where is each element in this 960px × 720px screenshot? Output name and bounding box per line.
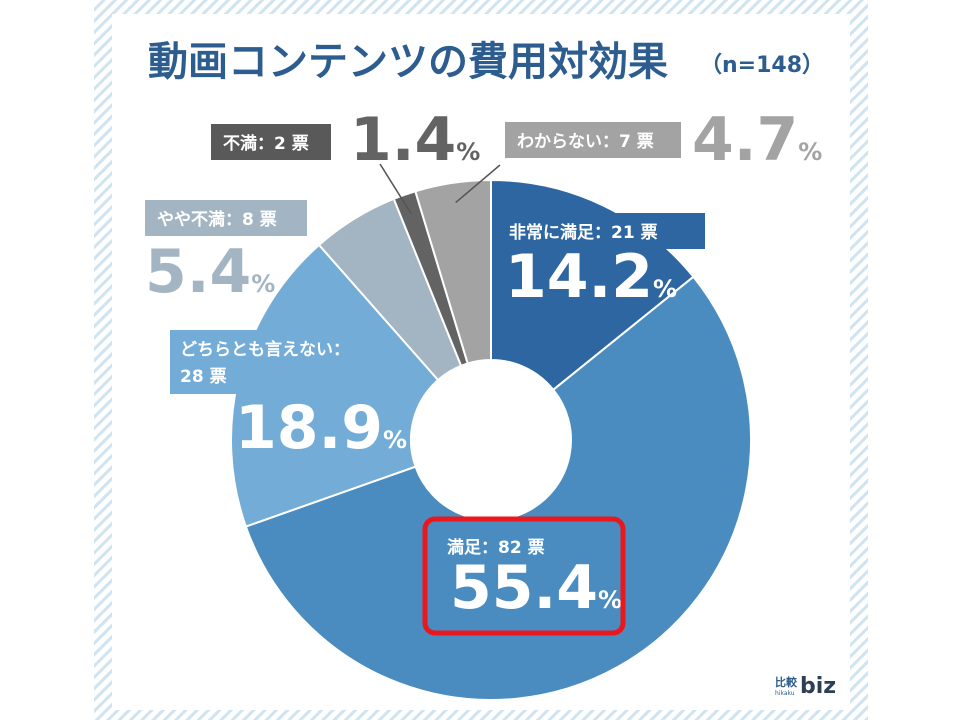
slice-percent-2: 55.4%	[450, 553, 622, 623]
logo: 比較 hikaku biz	[775, 674, 836, 699]
logo-main: biz	[800, 674, 836, 699]
percent-unit: %	[383, 426, 407, 454]
slice-label-6: わからない：7 票	[517, 132, 654, 152]
label-box-3	[170, 330, 392, 394]
percent-unit: %	[456, 138, 480, 166]
percent-unit: %	[653, 275, 677, 303]
slice-label-4: やや不満：8 票	[157, 209, 277, 230]
slice-6	[414, 178, 492, 365]
label-box-1	[497, 213, 705, 249]
slice-label-1: 非常に満足：21 票	[509, 222, 658, 243]
leader-lines	[379, 163, 501, 215]
logo-sub: hikaku	[775, 690, 795, 697]
slice-label-3: どちらとも言えない：	[180, 339, 350, 360]
percent-unit: %	[598, 586, 622, 614]
percent-unit: %	[251, 270, 275, 298]
leader-line-5	[379, 163, 412, 215]
label-box-4	[145, 200, 307, 236]
leader-line-6	[455, 164, 501, 204]
sample-size: （n=148）	[700, 53, 824, 78]
label-box-6	[505, 122, 681, 158]
slice-percent-1: 14.2%	[505, 242, 677, 312]
label-box-5	[211, 124, 331, 160]
slice-label-5: 不満：2 票	[223, 133, 309, 154]
slice-labels: 非常に満足：21 票14.2% 満足：82 票55.4% どちらとも言えない： 28 …	[145, 105, 822, 623]
logo-kanji: 比較	[775, 675, 798, 689]
chart-title: 動画コンテンツの費用対効果	[148, 39, 668, 85]
percent-unit: %	[798, 138, 822, 166]
slice-percent-3: 18.9%	[235, 393, 407, 463]
slice-label-2: 満足：82 票	[447, 537, 545, 558]
highlight-box	[422, 516, 626, 636]
slice-label-votes-3: 28 票	[180, 367, 227, 387]
